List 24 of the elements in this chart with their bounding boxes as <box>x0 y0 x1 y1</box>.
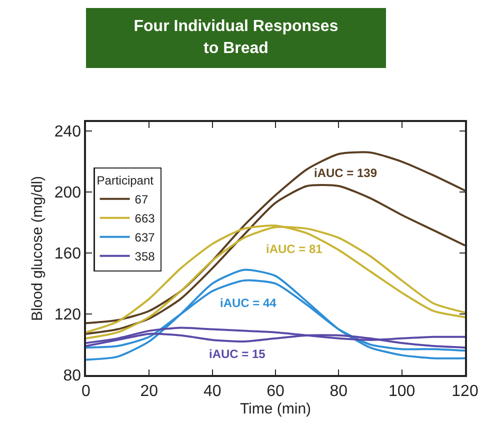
annotation: iAUC = 44 <box>220 296 277 310</box>
legend-label: 67 <box>134 192 148 207</box>
annotation: iAUC = 15 <box>209 347 266 361</box>
x-tick-label: 60 <box>266 382 284 400</box>
x-tick-label: 100 <box>388 382 416 400</box>
legend-title: Participant <box>96 173 154 188</box>
y-tick-label: 160 <box>54 246 82 263</box>
legend-label: 663 <box>134 212 156 226</box>
x-tick-label: 20 <box>140 382 158 400</box>
chart-title: Four Individual Responses to Bread <box>86 8 386 68</box>
y-axis-title: Blood glucose (mg/dl) <box>29 176 46 322</box>
y-tick-label: 120 <box>54 306 82 324</box>
annotation: iAUC = 81 <box>266 242 323 256</box>
annotation: iAUC = 139 <box>314 166 378 180</box>
x-tick-label: 80 <box>330 382 348 400</box>
x-tick-label: 40 <box>203 382 222 400</box>
x-tick-label: 120 <box>452 382 478 400</box>
y-tick-label: 80 <box>63 368 82 385</box>
y-tick-label: 200 <box>54 184 82 202</box>
x-tick-label: 0 <box>82 382 91 400</box>
legend-label: 358 <box>134 250 156 264</box>
x-axis-title: Time (min) <box>240 400 312 418</box>
y-tick-label: 240 <box>54 124 82 141</box>
legend-label: 637 <box>134 230 156 245</box>
